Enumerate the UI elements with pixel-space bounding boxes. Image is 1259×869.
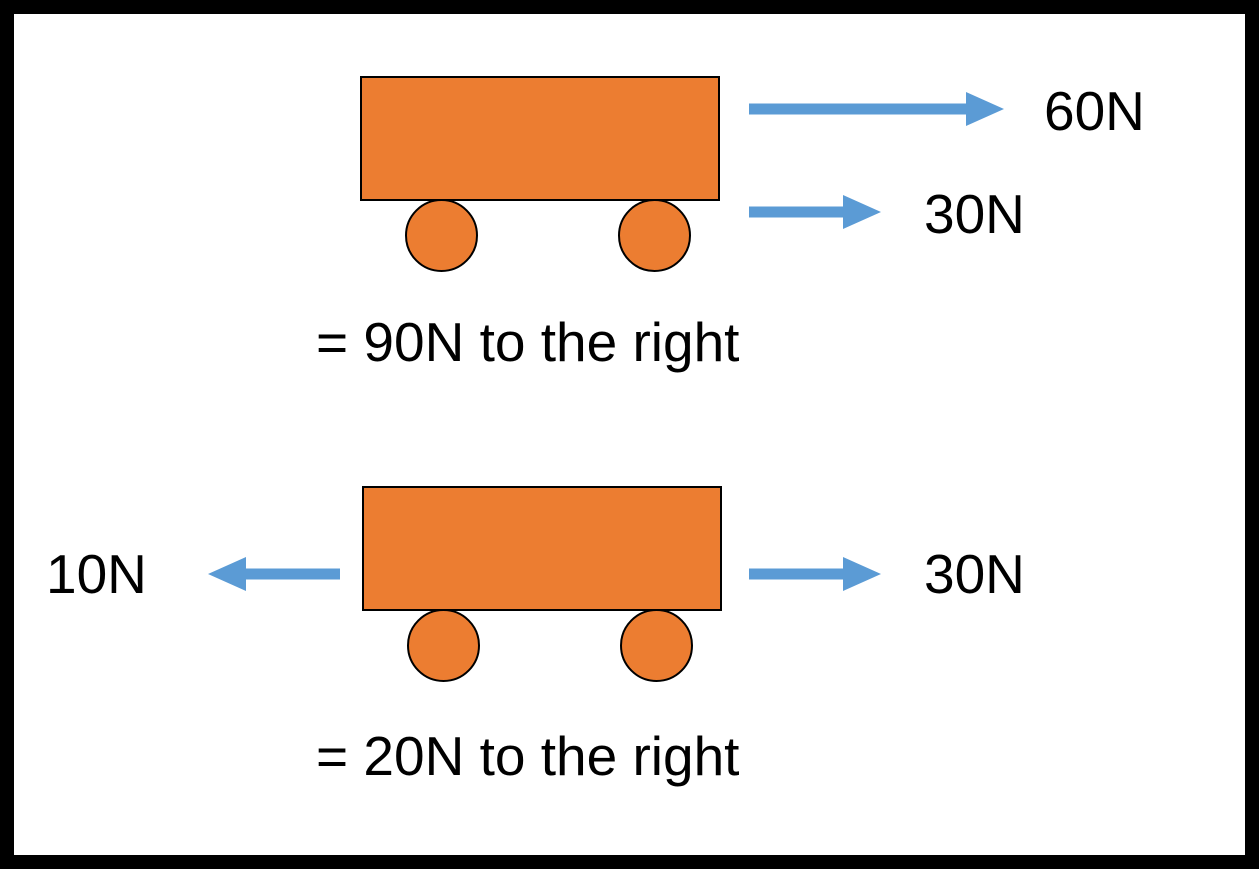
diagram-2-result: = 20N to the right [316, 724, 739, 788]
diagram-2-force-label-right: 30N [924, 542, 1025, 606]
cart-1-body [360, 76, 720, 201]
diagram-frame: 60N 30N = 90N to the right 10N 30N = 20N… [0, 0, 1259, 869]
diagram-2-force-label-left: 10N [46, 542, 147, 606]
diagram-1-arrow-2 [749, 192, 881, 232]
cart-1-wheel-left [405, 199, 478, 272]
cart-2-body [362, 486, 722, 611]
diagram-1-force-label-1: 60N [1044, 79, 1145, 143]
diagram-1-force-label-2: 30N [924, 182, 1025, 246]
cart-1-wheel-right [618, 199, 691, 272]
diagram-2-arrow-right [749, 554, 881, 594]
diagram-1-arrow-1 [749, 89, 1004, 129]
cart-2-wheel-left [407, 609, 480, 682]
diagram-2-arrow-left [208, 554, 340, 594]
cart-2-wheel-right [620, 609, 693, 682]
diagram-1-result: = 90N to the right [316, 310, 739, 374]
